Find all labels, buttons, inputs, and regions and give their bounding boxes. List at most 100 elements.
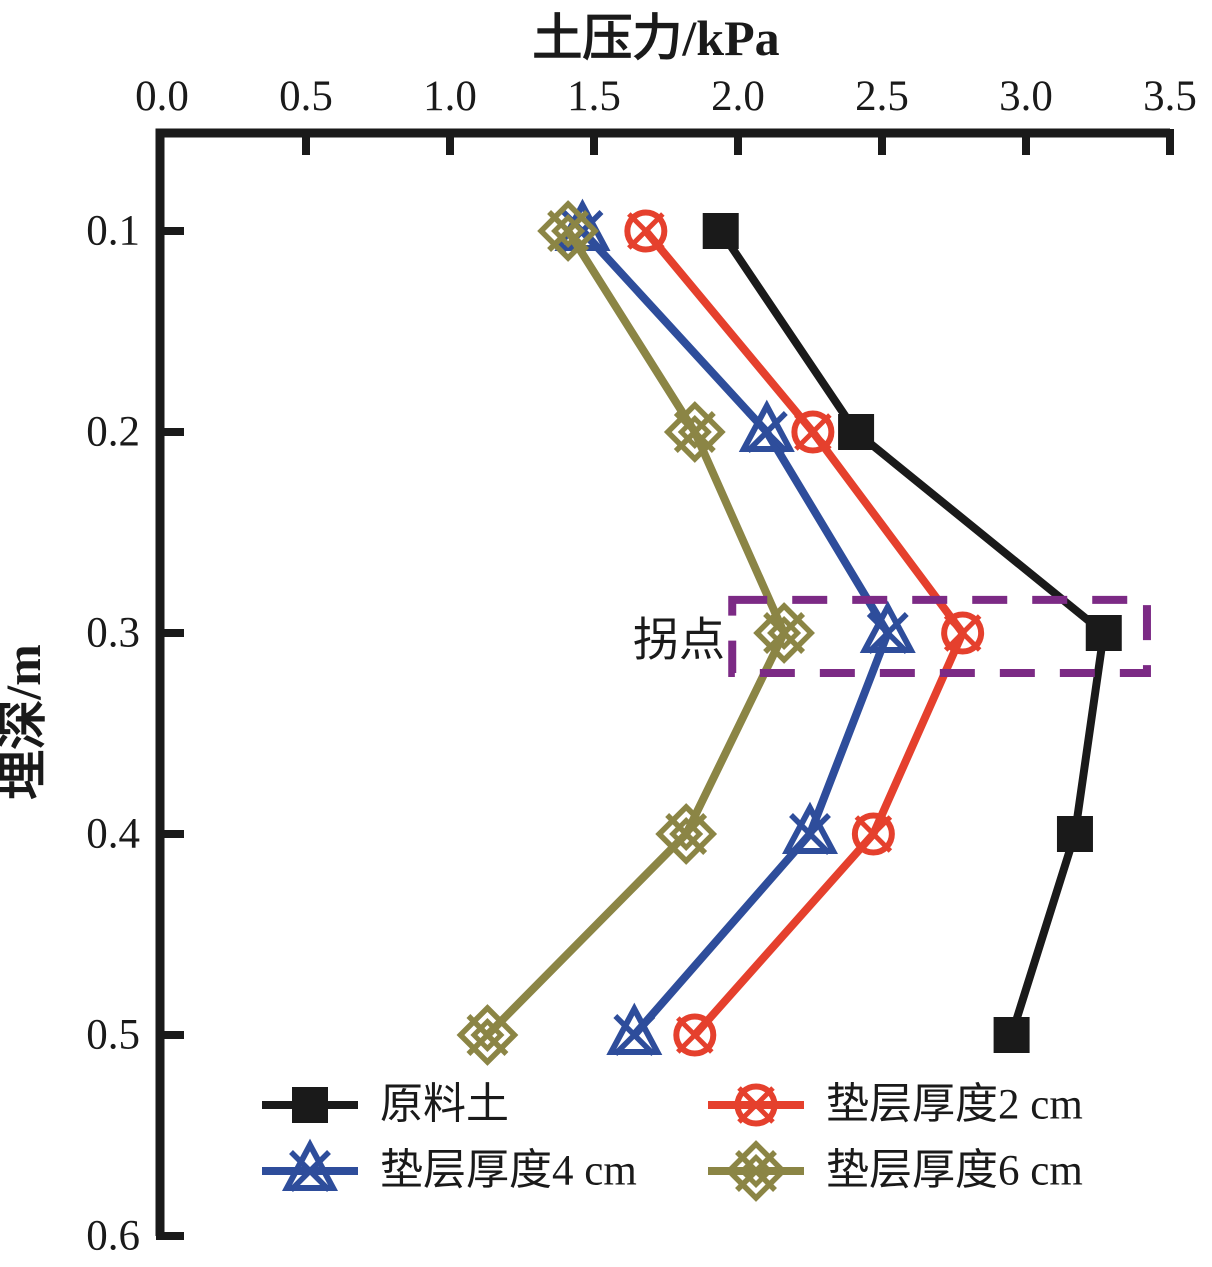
diamond-inner-glyph [677,414,712,450]
triangle-marker-glyph [859,600,916,653]
triangle-marker-glyph [281,1138,339,1191]
diamond-lattice-marker [663,401,726,463]
square-marker-glyph [1085,615,1122,651]
marker-x-stroke [613,1014,656,1056]
x-tick-label: 0.5 [279,73,333,120]
diamond-marker-glyph [753,602,815,664]
legend-item: 原料土 [262,1082,509,1129]
y-tick-label: 0.2 [86,409,140,456]
marker-x-stroke [943,614,982,652]
triangle-x-marker [281,1138,339,1192]
square-marker [993,1017,1030,1053]
data-series [456,198,1122,1066]
x-tick-label: 3.0 [999,73,1053,120]
y-tick-label: 0.5 [86,1012,140,1059]
square-marker-glyph [838,414,875,450]
diamond-inner-glyph [767,615,802,651]
series-line [717,228,1108,1037]
legend-label: 垫层厚度4 cm [380,1148,637,1195]
diamond-inner-glyph [669,816,704,852]
x-tick-label: 2.0 [711,73,765,120]
diamond-lattice-marker [655,803,718,865]
legend-item: 垫层厚度6 cm [708,1140,1083,1202]
axis-frame [155,128,1170,1236]
legend-label: 垫层厚度6 cm [826,1148,1083,1195]
circle-x-marker [673,1013,717,1057]
x-tick-label: 3.5 [1143,73,1197,120]
x-tick-label: 0.0 [135,73,189,120]
series-line [579,228,892,1038]
marker-x-stroke [289,1150,331,1192]
square-marker [1085,615,1122,651]
diamond-lattice-marker [725,1140,787,1202]
diamond-inner-glyph [551,213,586,249]
legend: 原料土 垫层厚度2 cm 垫层厚度4 cm 垫层厚度6 cm [262,1082,1083,1202]
diamond-lattice-marker [753,602,815,664]
marker-x-stroke [866,612,909,654]
marker-x-stroke [466,1014,509,1056]
circle-marker-glyph [941,611,985,655]
marker-x-stroke [627,212,665,250]
marker-x-stroke [794,413,832,451]
diamond-marker-glyph [537,200,599,262]
marker-x-stroke [854,815,893,853]
inflection-annotation-box [728,595,1151,677]
diamond-lattice-marker [456,1004,519,1066]
circle-x-marker [941,611,985,655]
x-tick-label: 1.5 [567,73,621,120]
marker-x-stroke [665,813,708,855]
square-marker [702,213,739,249]
triangle-x-marker [738,399,795,453]
marker-x-stroke [673,411,716,453]
circle-x-marker [624,209,668,253]
triangle-marker-glyph [781,801,839,854]
marker-x-stroke [676,1016,714,1054]
square-marker [292,1087,328,1123]
y-tick-label: 0.3 [86,610,140,657]
triangle-marker-glyph [606,1002,663,1055]
series-circle-x [624,209,985,1057]
x-axis-title: 土压力/kPa [532,10,779,66]
circle-marker-glyph [624,209,668,253]
y-axis-title: 埋深/m [0,644,51,800]
square-marker-glyph [993,1017,1030,1053]
y-tick-label: 0.6 [86,1213,140,1260]
circle-x-marker [851,812,895,856]
square-marker-glyph [292,1087,328,1123]
marker-x-stroke [547,210,590,252]
marker-x-stroke [737,1086,775,1124]
diamond-inner-glyph [470,1017,505,1053]
circle-marker-glyph [791,410,835,454]
circle-marker-glyph [673,1013,717,1057]
diamond-marker-glyph [456,1004,519,1066]
square-marker [838,414,875,450]
triangle-x-marker [606,1002,663,1056]
legend-label: 垫层厚度2 cm [826,1082,1083,1129]
y-tick-label: 0.4 [86,811,140,858]
legend-item: 垫层厚度4 cm [262,1138,637,1195]
series-square [702,213,1122,1053]
circle-x-marker [734,1083,778,1127]
diamond-marker-glyph [655,803,718,865]
square-marker-glyph [702,213,739,249]
tick-labels: 0.0 0.5 1.0 1.5 2.0 2.5 3.0 3.5 0.1 0.2 0.3 0.4 0.5 0… [86,73,1197,1260]
square-marker [1056,816,1093,852]
legend-label: 原料土 [380,1082,509,1129]
marker-x-stroke [735,1150,777,1192]
triangle-x-marker [781,801,839,855]
y-tick-label: 0.1 [86,208,140,255]
series-diamond-lattice [456,200,815,1066]
circle-x-marker [791,410,835,454]
diamond-marker-glyph [725,1140,787,1202]
diamond-lattice-marker [537,200,599,262]
square-marker-glyph [1056,816,1093,852]
triangle-x-marker [859,600,916,654]
circle-marker-glyph [851,812,895,856]
circle-marker-glyph [734,1083,778,1127]
marker-x-stroke [745,411,788,453]
axes [155,128,1174,1240]
x-tick-label: 1.0 [423,73,477,120]
marker-x-stroke [763,612,806,654]
